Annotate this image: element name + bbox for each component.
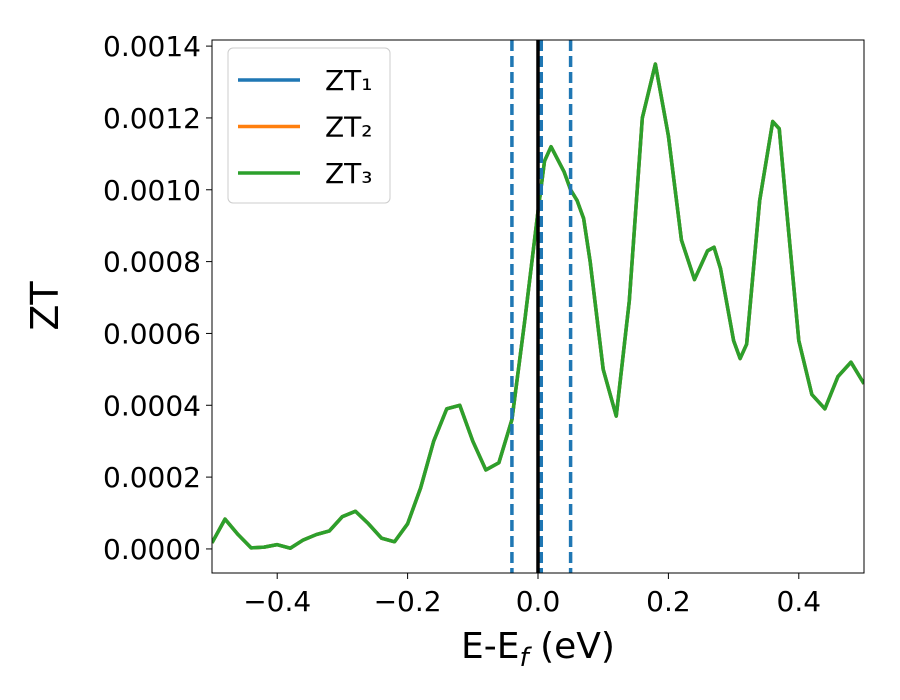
x-label-part: E-E xyxy=(461,626,519,667)
y-tick-label: 0.0008 xyxy=(103,246,201,279)
y-axis-label: ZT xyxy=(23,281,67,331)
y-tick-label: 0.0010 xyxy=(103,174,201,207)
x-label-part: (eV) xyxy=(529,626,615,667)
x-tick-label: 0.2 xyxy=(646,585,691,618)
legend-box xyxy=(227,47,391,204)
legend-label: ZT₃ xyxy=(325,157,373,190)
y-tick-label: 0.0006 xyxy=(103,317,201,350)
x-tick-label: 0.0 xyxy=(516,585,561,618)
x-axis-label: E-Ef (eV) xyxy=(461,626,615,673)
x-tick-label: 0.4 xyxy=(777,585,822,618)
legend-label: ZT₂ xyxy=(325,111,373,144)
legend-label: ZT₁ xyxy=(325,64,373,97)
y-tick-label: 0.0012 xyxy=(103,102,201,135)
y-tick-label: 0.0000 xyxy=(103,533,201,566)
y-tick-label: 0.0002 xyxy=(103,461,201,494)
y-tick-label: 0.0004 xyxy=(103,389,201,422)
y-tick-label: 0.0014 xyxy=(103,30,201,63)
x-tick-label: −0.4 xyxy=(243,585,311,618)
series-line xyxy=(212,62,864,550)
x-tick-label: −0.2 xyxy=(374,585,442,618)
